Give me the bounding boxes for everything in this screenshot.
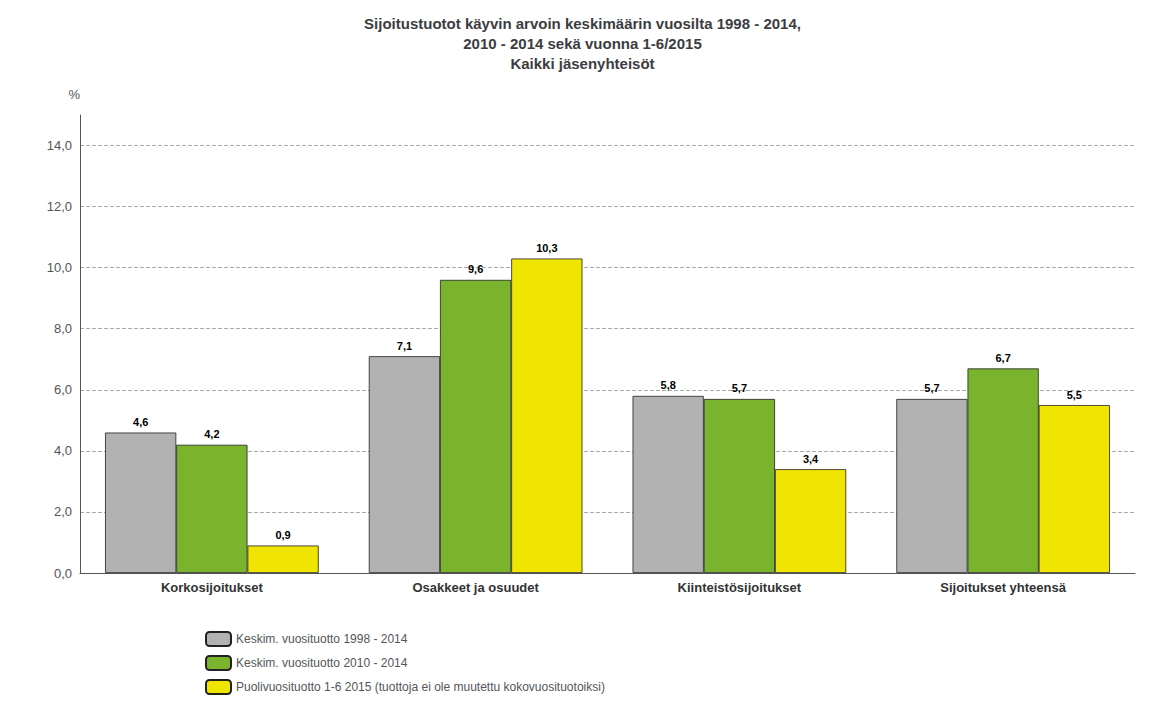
svg-text:5,7: 5,7 [924, 382, 939, 394]
svg-text:8,0: 8,0 [54, 321, 72, 336]
svg-text:3,4: 3,4 [803, 453, 819, 465]
svg-text:5,7: 5,7 [732, 382, 747, 394]
svg-text:2,0: 2,0 [54, 504, 72, 519]
svg-text:12,0: 12,0 [47, 199, 72, 214]
svg-text:%: % [68, 87, 80, 102]
svg-text:Keskim. vuosituotto 1998 - 201: Keskim. vuosituotto 1998 - 2014 [236, 632, 408, 646]
svg-text:2010 - 2014 sekä vuonna 1-6/20: 2010 - 2014 sekä vuonna 1-6/2015 [463, 35, 702, 52]
svg-text:5,5: 5,5 [1067, 389, 1082, 401]
svg-text:Kiinteistösijoitukset: Kiinteistösijoitukset [678, 580, 802, 595]
svg-text:6,0: 6,0 [54, 382, 72, 397]
svg-text:7,1: 7,1 [397, 340, 412, 352]
svg-text:6,7: 6,7 [995, 352, 1010, 364]
svg-text:Kaikki jäsenyhteisöt: Kaikki jäsenyhteisöt [510, 55, 654, 72]
svg-text:4,6: 4,6 [133, 416, 148, 428]
svg-text:Keskim. vuosituotto 2010 - 201: Keskim. vuosituotto 2010 - 2014 [236, 656, 408, 670]
svg-text:Sijoitustuotot käyvin arvoin k: Sijoitustuotot käyvin arvoin keskimäärin… [364, 15, 801, 32]
svg-text:10,0: 10,0 [47, 260, 72, 275]
svg-text:9,6: 9,6 [468, 263, 483, 275]
svg-text:10,3: 10,3 [536, 242, 557, 254]
svg-text:0,0: 0,0 [54, 566, 72, 581]
svg-text:5,8: 5,8 [661, 379, 676, 391]
svg-text:4,0: 4,0 [54, 443, 72, 458]
svg-text:14,0: 14,0 [47, 138, 72, 153]
svg-text:0,9: 0,9 [275, 529, 290, 541]
svg-text:Puolivuosituotto 1-6 2015 (tuo: Puolivuosituotto 1-6 2015 (tuottoja ei o… [236, 680, 605, 694]
svg-text:Korkosijoitukset: Korkosijoitukset [161, 580, 264, 595]
svg-text:4,2: 4,2 [204, 428, 219, 440]
svg-text:Sijoitukset yhteensä: Sijoitukset yhteensä [940, 580, 1066, 595]
svg-text:Osakkeet ja osuudet: Osakkeet ja osuudet [412, 580, 539, 595]
